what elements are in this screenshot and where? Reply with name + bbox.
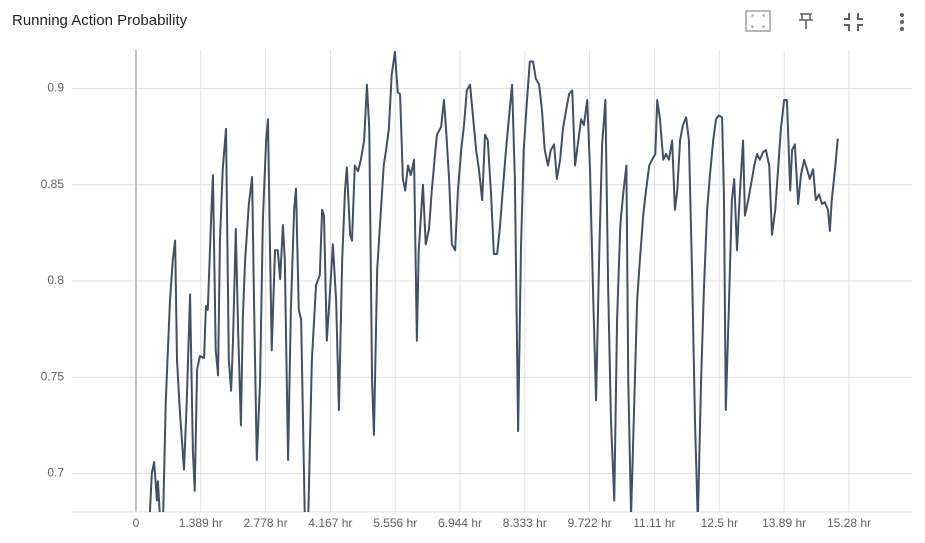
x-tick-label: 6.944 hr (438, 516, 482, 530)
x-tick-label: 12.5 hr (701, 516, 738, 530)
x-tick-label: 0 (133, 516, 140, 530)
y-tick-label: 0.75 (41, 369, 65, 383)
x-tick-label: 11.11 hr (633, 516, 675, 530)
x-tick-label: 15.28 hr (827, 516, 871, 530)
y-tick-label: 0.85 (41, 177, 65, 191)
y-tick-label: 0.7 (47, 466, 64, 480)
data-line (148, 50, 839, 512)
collapse-button[interactable] (844, 13, 863, 31)
chart-title: Running Action Probability (12, 12, 188, 29)
y-tick-label: 0.8 (47, 273, 64, 287)
x-tick-label: 1.389 hr (179, 516, 223, 530)
pin-button[interactable] (799, 13, 813, 29)
y-tick-label: 0.9 (47, 81, 64, 95)
x-tick-label: 5.556 hr (373, 516, 417, 530)
toolbar (745, 10, 904, 32)
x-tick-label: 2.778 hr (244, 516, 288, 530)
x-tick-label: 13.89 hr (762, 516, 806, 530)
x-tick-label: 9.722 hr (568, 516, 612, 530)
x-tick-label: 8.333 hr (503, 516, 547, 530)
more-button[interactable] (900, 13, 904, 31)
fullscreen-button[interactable] (745, 10, 771, 32)
x-tick-label: 4.167 hr (308, 516, 352, 530)
